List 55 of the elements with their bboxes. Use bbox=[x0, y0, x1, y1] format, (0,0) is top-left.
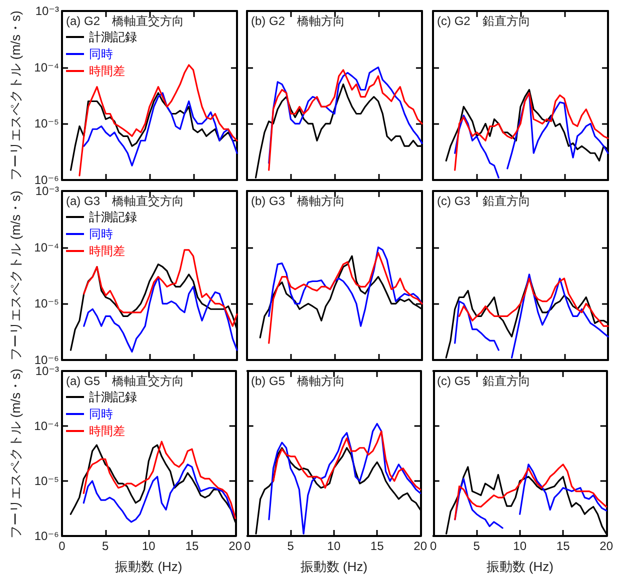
x-tick-label: 5 bbox=[287, 539, 294, 553]
y-tick-label: 10⁻⁵ bbox=[34, 296, 60, 311]
x-tick-label: 20 bbox=[600, 539, 614, 553]
legend-label: 同時 bbox=[89, 227, 113, 241]
x-tick-label: 0 bbox=[58, 539, 66, 553]
legend-label: 計測記録 bbox=[89, 30, 137, 44]
chart-title: (c) G3 鉛直方向 bbox=[437, 194, 530, 208]
chart-title: (c) G5 鉛直方向 bbox=[437, 374, 530, 388]
x-tick-label: 20 bbox=[228, 539, 242, 553]
y-tick-label: 10⁻⁶ bbox=[34, 529, 60, 543]
x-tick-label: 5 bbox=[473, 539, 480, 553]
y-tick-label: 10⁻⁵ bbox=[34, 116, 60, 131]
y-tick-label: 10⁻³ bbox=[35, 4, 59, 18]
x-tick-label: 15 bbox=[185, 539, 199, 553]
chart-title: (a) G5 橋軸直交方向 bbox=[66, 374, 184, 388]
y-tick-label: 10⁻⁴ bbox=[34, 240, 59, 254]
legend-label: 計測記録 bbox=[89, 390, 137, 404]
chart-title: (a) G2 橋軸直交方向 bbox=[66, 14, 184, 28]
x-axis-title: 振動数 (Hz) bbox=[115, 559, 182, 574]
y-tick-label: 10⁻³ bbox=[35, 364, 59, 378]
x-tick-label: 10 bbox=[513, 539, 527, 553]
line-series bbox=[83, 276, 238, 353]
legend-label: 計測記録 bbox=[89, 210, 137, 224]
line-series bbox=[82, 440, 236, 520]
x-tick-label: 5 bbox=[102, 539, 109, 553]
x-axis-title: 振動数 (Hz) bbox=[300, 559, 368, 574]
line-series bbox=[78, 64, 238, 176]
legend-label: 時間差 bbox=[89, 64, 125, 78]
x-tick-label: 15 bbox=[556, 539, 570, 553]
y-tick-label: 10⁻⁴ bbox=[34, 419, 59, 433]
y-axis-title: フーリエスペクトル (m/s・s) bbox=[8, 10, 23, 180]
x-tick-label: 0 bbox=[244, 539, 251, 553]
x-axis-title: 振動数 (Hz) bbox=[486, 559, 554, 574]
chart-title: (b) G5 橋軸方向 bbox=[251, 374, 346, 388]
line-series bbox=[82, 464, 236, 523]
y-tick-label: 10⁻⁴ bbox=[34, 60, 59, 74]
chart-title: (a) G3 橋軸直交方向 bbox=[66, 194, 184, 208]
y-tick-label: 10⁻⁶ bbox=[34, 173, 60, 187]
chart-title: (b) G3 橋軸方向 bbox=[251, 194, 346, 208]
legend-label: 同時 bbox=[89, 407, 113, 421]
x-tick-label: 20 bbox=[414, 539, 428, 553]
x-tick-label: 10 bbox=[327, 539, 341, 553]
x-tick-label: 15 bbox=[370, 539, 384, 553]
chart-title: (c) G2 鉛直方向 bbox=[437, 14, 530, 28]
y-axis-title: フーリエスペクトル (m/s・s) bbox=[8, 368, 23, 538]
legend-label: 時間差 bbox=[89, 424, 125, 438]
y-tick-label: 10⁻³ bbox=[35, 184, 59, 198]
y-tick-label: 10⁻⁶ bbox=[34, 353, 60, 367]
legend-label: 同時 bbox=[89, 47, 113, 61]
x-tick-label: 0 bbox=[430, 539, 437, 553]
y-axis-title: フーリエスペクトル (m/s・s) bbox=[8, 190, 23, 360]
x-tick-label: 10 bbox=[142, 539, 156, 553]
legend-label: 時間差 bbox=[89, 244, 125, 258]
chart-title: (b) G2 橋軸方向 bbox=[251, 14, 346, 28]
y-tick-label: 10⁻⁵ bbox=[34, 474, 60, 488]
